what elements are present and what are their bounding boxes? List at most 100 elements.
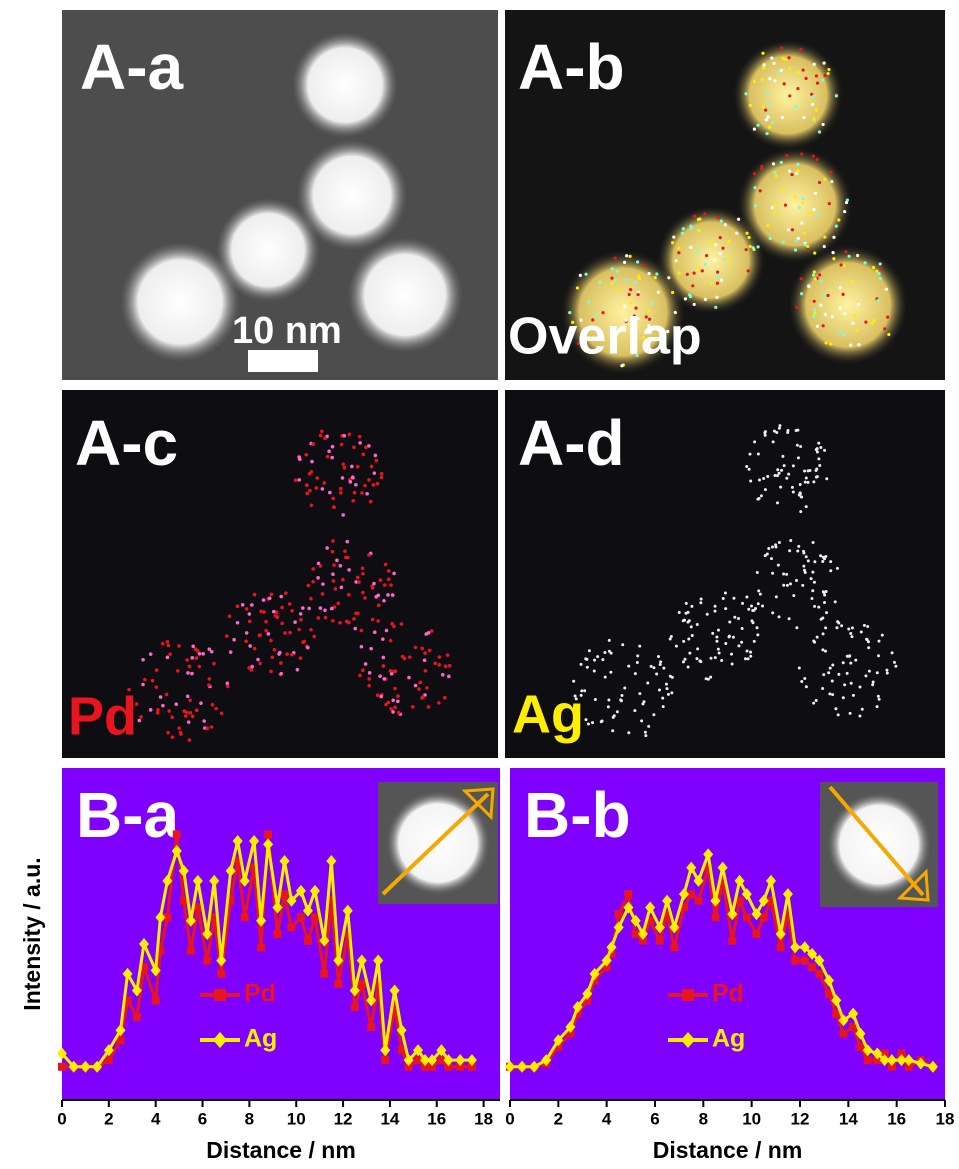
signal-dot <box>812 117 815 120</box>
signal-dot <box>307 607 311 611</box>
signal-dot <box>296 668 300 672</box>
signal-dot <box>297 478 301 482</box>
signal-dot <box>813 63 816 66</box>
signal-dot <box>262 598 266 602</box>
signal-dot <box>814 192 817 195</box>
marker <box>257 943 265 951</box>
signal-dot <box>321 487 325 491</box>
signal-dot <box>301 606 305 610</box>
signal-dot <box>167 709 171 713</box>
signal-dot <box>761 78 764 81</box>
marker <box>670 943 678 951</box>
signal-dot <box>835 225 838 228</box>
signal-dot <box>761 52 764 55</box>
signal-dot <box>886 316 889 319</box>
signal-dot <box>323 437 327 441</box>
signal-dot <box>723 258 726 261</box>
signal-dot <box>842 661 845 664</box>
signal-dot <box>757 602 760 605</box>
signal-dot <box>149 708 153 712</box>
signal-dot <box>319 564 323 568</box>
signal-dot <box>839 286 842 289</box>
x-tick-label: 2 <box>554 1109 563 1128</box>
signal-dot <box>389 669 393 673</box>
signal-dot <box>321 592 325 596</box>
marker <box>743 913 751 921</box>
signal-dot <box>591 721 594 724</box>
x-axis-label: Distance / nm <box>653 1137 803 1163</box>
signal-dot <box>851 626 854 629</box>
signal-dot <box>763 63 766 66</box>
signal-dot <box>847 627 850 630</box>
signal-dot <box>748 236 751 239</box>
signal-dot <box>171 735 175 739</box>
signal-dot <box>646 681 649 684</box>
marker <box>791 957 799 965</box>
signal-dot <box>716 282 719 285</box>
signal-dot <box>877 272 880 275</box>
signal-dot <box>387 578 391 582</box>
signal-dot <box>633 709 636 712</box>
signal-dot <box>358 435 362 439</box>
signal-dot <box>340 586 344 590</box>
signal-dot <box>822 590 825 593</box>
signal-dot <box>672 236 675 239</box>
signal-dot <box>800 292 803 295</box>
signal-dot <box>715 296 718 299</box>
signal-dot <box>386 593 390 597</box>
signal-dot <box>828 692 831 695</box>
signal-dot <box>361 591 365 595</box>
signal-dot <box>331 572 335 576</box>
signal-dot <box>206 727 210 731</box>
signal-dot <box>795 239 798 242</box>
signal-dot <box>330 607 334 611</box>
signal-dot <box>796 87 799 90</box>
signal-dot <box>596 655 599 658</box>
signal-dot <box>741 627 744 630</box>
signal-dot <box>817 442 820 445</box>
caption: Overlap <box>508 308 702 366</box>
signal-dot <box>611 729 614 732</box>
signal-dot <box>867 646 870 649</box>
signal-dot <box>832 236 835 239</box>
signal-dot <box>361 566 365 570</box>
signal-dot <box>671 241 674 244</box>
signal-dot <box>259 610 263 614</box>
signal-dot <box>310 470 314 474</box>
x-tick-label: 8 <box>245 1109 254 1128</box>
signal-dot <box>336 602 340 606</box>
signal-dot <box>168 652 172 656</box>
signal-dot <box>724 591 727 594</box>
signal-dot <box>630 302 633 305</box>
signal-dot <box>604 676 607 679</box>
signal-dot <box>798 206 801 209</box>
signal-dot <box>822 324 825 327</box>
signal-dot <box>720 279 723 282</box>
signal-dot <box>354 483 358 487</box>
signal-dot <box>191 645 195 649</box>
signal-dot <box>321 582 325 586</box>
signal-dot <box>885 288 888 291</box>
signal-dot <box>601 658 604 661</box>
signal-dot <box>376 593 380 597</box>
signal-dot <box>823 235 826 238</box>
signal-dot <box>389 583 393 587</box>
signal-dot <box>687 638 690 641</box>
signal-dot <box>704 298 707 301</box>
signal-dot <box>831 663 834 666</box>
signal-dot <box>750 604 753 607</box>
panel-label: A-c <box>75 407 178 479</box>
signal-dot <box>202 719 206 723</box>
signal-dot <box>875 270 878 273</box>
signal-dot <box>256 658 260 662</box>
legend-marker <box>682 989 694 1001</box>
signal-dot <box>396 694 400 698</box>
signal-dot <box>706 613 709 616</box>
signal-dot <box>280 606 284 610</box>
signal-dot <box>613 256 616 259</box>
signal-dot <box>383 583 387 587</box>
signal-dot <box>802 116 805 119</box>
signal-dot <box>364 446 368 450</box>
signal-dot <box>753 640 756 643</box>
signal-dot <box>350 465 354 469</box>
